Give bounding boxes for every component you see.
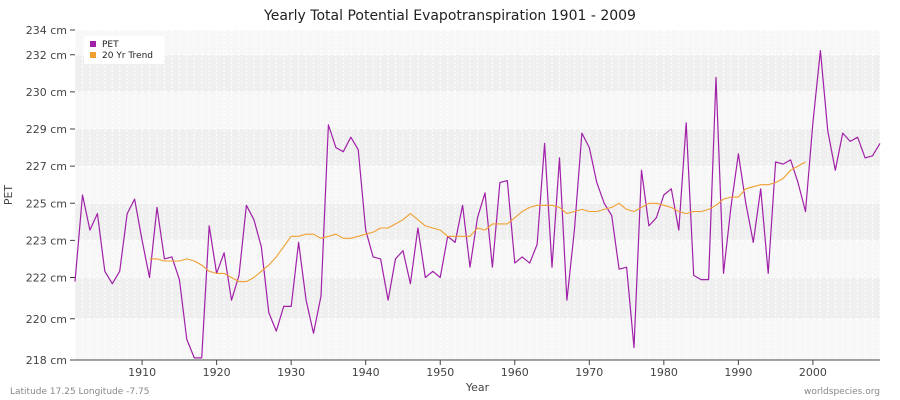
legend-swatch bbox=[90, 41, 96, 47]
series-line-20-yr-trend bbox=[149, 161, 806, 283]
y-tick-label: 232 cm bbox=[26, 49, 67, 62]
gridlines bbox=[74, 29, 881, 361]
x-tick-label: 1920 bbox=[203, 366, 231, 379]
series-line-pet bbox=[74, 49, 881, 359]
y-tick-label: 218 cm bbox=[26, 354, 67, 367]
legend-box bbox=[84, 36, 164, 64]
legend-swatch bbox=[90, 52, 96, 58]
x-tick-label: 2000 bbox=[799, 366, 827, 379]
series-lines bbox=[74, 49, 881, 359]
x-axis-ticks: 1910 1920 1930 1940 1950 1960 1970 1980 1990 2000 bbox=[128, 360, 827, 379]
x-tick-label: 1950 bbox=[426, 366, 454, 379]
y-tick-label: 223 cm bbox=[26, 234, 67, 247]
legend-label: 20 Yr Trend bbox=[102, 51, 153, 61]
footer-coordinates: Latitude 17.25 Longitude -7.75 bbox=[10, 387, 149, 397]
x-tick-label: 1960 bbox=[501, 366, 529, 379]
y-tick-label: 234 cm bbox=[26, 24, 67, 37]
y-tick-label: 222 cm bbox=[26, 272, 67, 285]
x-tick-label: 1970 bbox=[575, 366, 603, 379]
y-axis-label: PET bbox=[2, 185, 15, 206]
y-axis-ticks: 218 cm 220 cm 222 cm 223 cm 225 cm 227 cm 229 … bbox=[26, 24, 75, 367]
x-tick-label: 1940 bbox=[352, 366, 380, 379]
y-tick-label: 227 cm bbox=[26, 160, 67, 173]
x-tick-label: 1910 bbox=[128, 366, 156, 379]
x-axis-label: Year bbox=[465, 381, 490, 394]
y-tick-label: 229 cm bbox=[26, 123, 67, 136]
legend-label: PET bbox=[102, 40, 119, 50]
footer-source: worldspecies.org bbox=[804, 387, 880, 397]
x-tick-label: 1930 bbox=[277, 366, 305, 379]
plot-band bbox=[75, 166, 880, 204]
y-tick-label: 225 cm bbox=[26, 197, 67, 210]
y-tick-label: 230 cm bbox=[26, 86, 67, 99]
chart-title: Yearly Total Potential Evapotranspiratio… bbox=[263, 8, 636, 24]
y-tick-label: 220 cm bbox=[26, 313, 67, 326]
x-tick-label: 1980 bbox=[650, 366, 678, 379]
plot-band bbox=[75, 54, 880, 92]
x-tick-label: 1990 bbox=[724, 366, 752, 379]
